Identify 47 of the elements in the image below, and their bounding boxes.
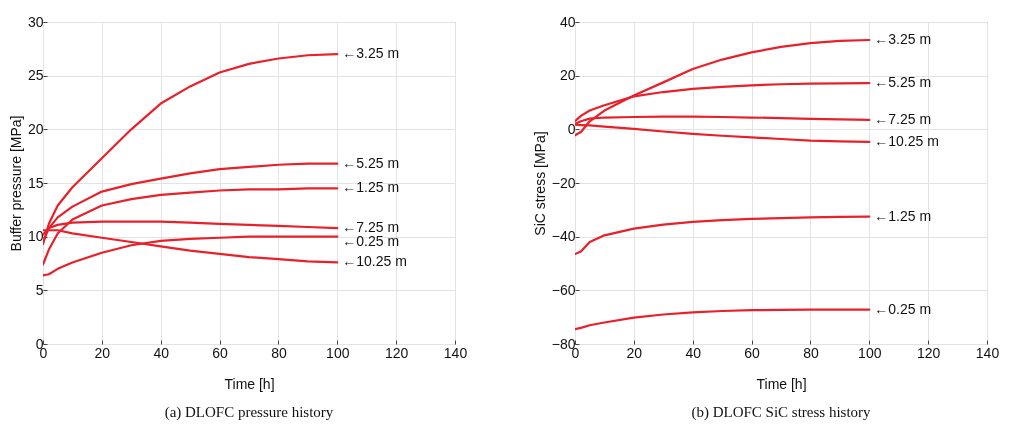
y-tick-label: 25 (27, 67, 44, 84)
y-tick-label: 0 (567, 120, 576, 137)
x-tick-label: 100 (858, 344, 882, 361)
line-series (575, 215, 871, 256)
x-tick-label: 120 (384, 344, 409, 361)
x-tick-label: 40 (685, 344, 702, 361)
series-label: ←5.25 m (342, 154, 400, 171)
x-tick-label: 40 (153, 344, 170, 361)
series-label: ←7.25 m (874, 110, 932, 127)
x-tick-label: 20 (94, 344, 111, 361)
y-tick-label: 15 (27, 174, 44, 191)
y-tick-label: 30 (27, 13, 44, 30)
x-tick-label: 80 (271, 344, 287, 361)
y-tick-label: 10 (27, 228, 44, 245)
line-series (575, 308, 871, 331)
y-tick-label: −40 (551, 228, 576, 245)
y-tick-label: 20 (559, 67, 576, 84)
series-label: ←5.25 m (874, 74, 932, 91)
y-tick-label: 40 (559, 13, 576, 30)
x-tick-label: 120 (916, 344, 941, 361)
series-label: ←3.25 m (342, 45, 400, 62)
text: (a) DLOFC pressure history (164, 404, 334, 421)
x-tick-label: 100 (326, 344, 350, 361)
x-tick-label: 60 (212, 344, 229, 361)
x-axis-title: Time [h] (756, 375, 807, 392)
series-label: ←0.25 m (874, 300, 932, 317)
y-axis-title: Buffer pressure [MPa] (7, 115, 24, 252)
series-label: ←10.25 m (342, 253, 407, 270)
series-label: ←1.25 m (342, 179, 400, 196)
y-tick-label: −20 (551, 174, 576, 191)
y-axis-title: SiC stress [MPa] (531, 131, 548, 236)
series-label: ←3.25 m (874, 30, 932, 47)
y-tick-label: −60 (551, 281, 576, 298)
text: (b) DLOFC SiC stress history (691, 404, 872, 421)
x-tick-label: 140 (443, 344, 468, 361)
x-tick-label: 20 (626, 344, 643, 361)
line-series (43, 187, 339, 266)
x-axis-title: Time [h] (224, 375, 275, 392)
x-tick-label: 80 (803, 344, 819, 361)
series-label: ←7.25 m (342, 219, 400, 236)
series-label: ←0.25 m (342, 233, 400, 250)
y-tick-label: 20 (27, 120, 44, 137)
y-tick-label: 5 (35, 281, 44, 298)
x-tick-label: 140 (975, 344, 1000, 361)
x-tick-label: 60 (744, 344, 761, 361)
series-label: ←1.25 m (874, 207, 932, 224)
series-label: ←10.25 m (874, 132, 939, 149)
